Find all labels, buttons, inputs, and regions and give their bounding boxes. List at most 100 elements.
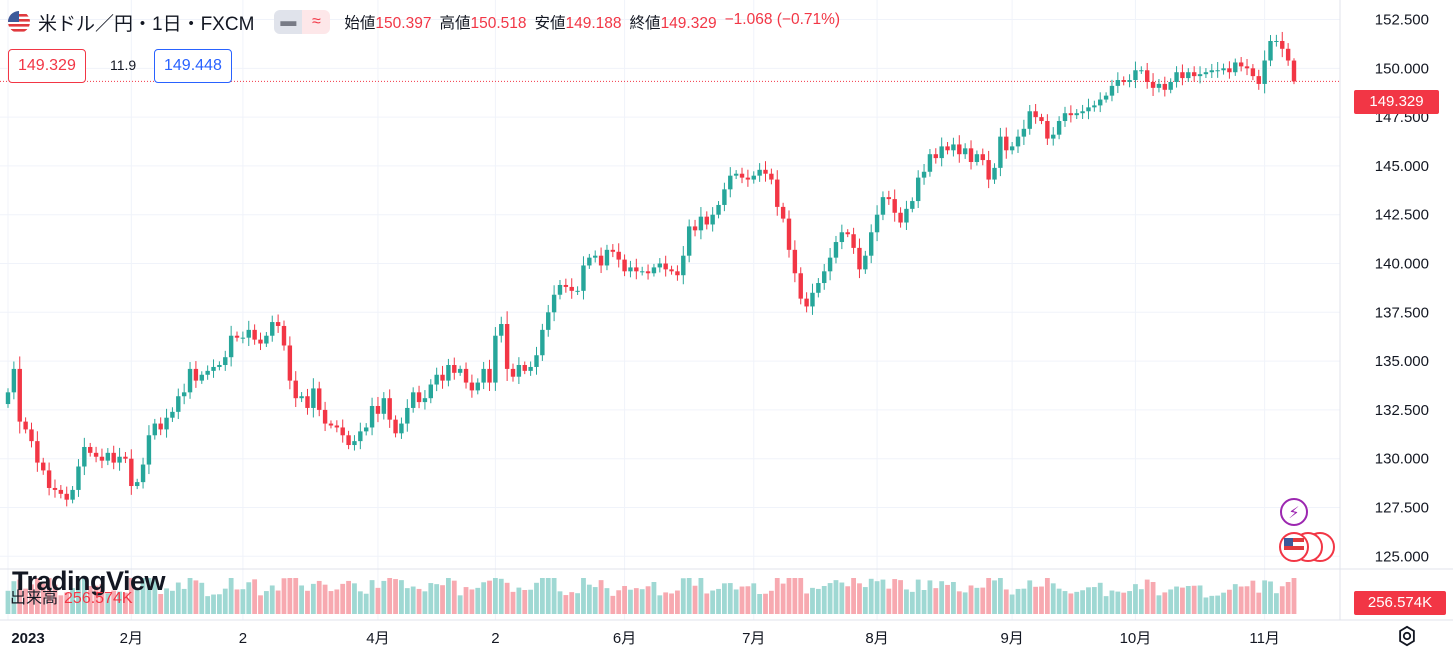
candle-body bbox=[945, 146, 950, 151]
candle-body bbox=[358, 431, 363, 442]
volume-bar bbox=[510, 591, 516, 614]
x-tick-label: 2月 bbox=[120, 630, 143, 647]
volume-bar bbox=[340, 583, 346, 614]
volume-bar bbox=[1215, 595, 1221, 614]
volume-bar bbox=[1044, 578, 1050, 614]
volume-bar bbox=[140, 578, 146, 614]
candle-body bbox=[863, 255, 868, 270]
volume-bar bbox=[915, 579, 921, 614]
volume-bar bbox=[269, 585, 275, 614]
volume-bar bbox=[575, 593, 580, 614]
volume-bar bbox=[352, 583, 357, 614]
candle-body bbox=[675, 271, 680, 276]
candle-body bbox=[475, 382, 480, 391]
candle-body bbox=[140, 464, 146, 483]
volume-bar bbox=[99, 584, 105, 614]
candle-body bbox=[775, 179, 780, 207]
candle-body bbox=[827, 257, 833, 272]
volume-bar bbox=[1168, 589, 1174, 614]
indicator-toggle[interactable]: ▬ ≈ bbox=[274, 10, 331, 34]
candle-body bbox=[1015, 136, 1021, 147]
minus-icon[interactable]: ▬ bbox=[274, 10, 303, 34]
volume-bar bbox=[181, 588, 187, 614]
candle-body bbox=[1103, 95, 1109, 100]
volume-bar bbox=[886, 588, 892, 614]
candle-body bbox=[29, 429, 34, 442]
volume-bar bbox=[927, 580, 933, 614]
volume-bar bbox=[763, 593, 768, 614]
candle-body bbox=[757, 169, 762, 176]
sell-button[interactable]: 149.329 bbox=[8, 49, 86, 83]
candle-body bbox=[792, 249, 798, 274]
tradingview-logo[interactable]: TradingView bbox=[12, 566, 166, 596]
candle-body bbox=[546, 312, 551, 330]
candle-body bbox=[898, 212, 903, 223]
candle-body bbox=[187, 368, 193, 393]
candle-body bbox=[234, 335, 240, 338]
high-value: 150.518 bbox=[470, 15, 527, 32]
candle-body bbox=[205, 370, 210, 375]
volume-bar bbox=[1227, 589, 1232, 614]
candle-body bbox=[1027, 111, 1032, 129]
candle-body bbox=[1291, 60, 1297, 82]
candle-body bbox=[293, 380, 298, 399]
volume-bar bbox=[974, 587, 980, 614]
volume-bar bbox=[516, 587, 522, 614]
candle-body bbox=[1209, 70, 1214, 73]
volume-bar bbox=[211, 594, 216, 614]
symbol-title[interactable]: 米ドル／円・1日・FXCM bbox=[38, 13, 255, 35]
volume-bar bbox=[786, 578, 792, 614]
volume-bar bbox=[11, 581, 17, 614]
close-label: 終値 bbox=[629, 15, 661, 32]
volume-axis-label: 256.574K bbox=[1354, 591, 1446, 615]
volume-bar bbox=[851, 578, 856, 614]
change-value: −1.068 (−0.71%) bbox=[724, 11, 841, 28]
candle-body bbox=[469, 382, 475, 391]
volume-bar bbox=[898, 580, 903, 614]
volume-bar bbox=[1009, 594, 1015, 614]
candle-body bbox=[722, 189, 727, 205]
open-label: 始値 bbox=[344, 15, 376, 32]
candle-body bbox=[745, 177, 751, 180]
close-value: 149.329 bbox=[660, 15, 717, 32]
candle-body bbox=[1133, 70, 1138, 81]
candle-body bbox=[751, 175, 756, 180]
candle-body bbox=[1009, 146, 1015, 151]
x-tick-label: 10月 bbox=[1120, 630, 1152, 647]
candle-body bbox=[240, 337, 246, 339]
buy-button[interactable]: 149.448 bbox=[154, 49, 232, 83]
volume-bar bbox=[175, 582, 181, 614]
flag-canton bbox=[1284, 538, 1293, 546]
candle-body bbox=[1250, 68, 1256, 77]
candle-body bbox=[839, 232, 845, 243]
volume-bar bbox=[187, 578, 193, 614]
candle-body bbox=[980, 154, 985, 161]
approx-icon[interactable]: ≈ bbox=[302, 10, 331, 34]
volume-bar bbox=[334, 589, 340, 614]
gear-icon[interactable] bbox=[1396, 625, 1418, 647]
volume-bar bbox=[487, 580, 492, 614]
candle-body bbox=[487, 368, 492, 383]
volume-bar bbox=[1074, 591, 1080, 614]
volume-bar bbox=[76, 578, 81, 614]
candle-body bbox=[769, 173, 774, 180]
candle-body bbox=[686, 226, 692, 256]
candle-body bbox=[810, 292, 815, 307]
candle-body bbox=[1033, 111, 1038, 118]
candle-body bbox=[305, 396, 310, 408]
x-tick-label: 8月 bbox=[865, 630, 888, 647]
volume-bar bbox=[293, 578, 299, 614]
volume-bar bbox=[1115, 591, 1121, 614]
candle-body bbox=[604, 249, 610, 266]
candle-body bbox=[551, 294, 557, 313]
y-tick-label: 132.500 bbox=[1375, 402, 1429, 419]
volume-bar bbox=[29, 584, 34, 614]
candle-body bbox=[446, 365, 451, 381]
candle-body bbox=[35, 441, 40, 463]
candle-body bbox=[581, 265, 586, 291]
candle-body bbox=[651, 267, 657, 274]
volume-bar bbox=[422, 591, 428, 614]
volume-bar bbox=[604, 588, 610, 614]
volume-bar bbox=[287, 578, 293, 614]
